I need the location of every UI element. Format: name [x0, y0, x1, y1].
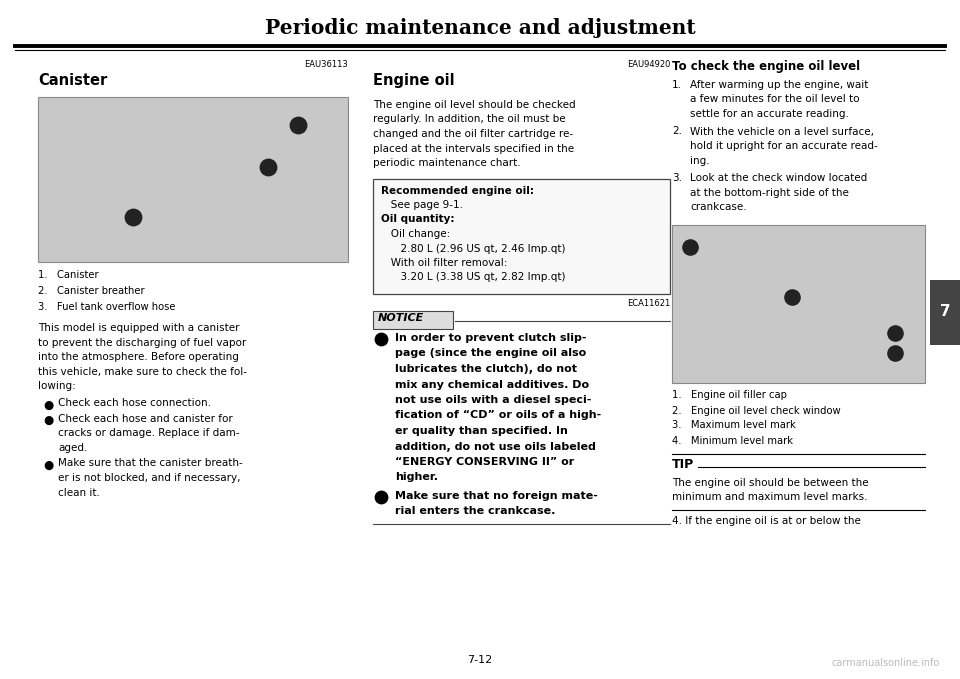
Text: cracks or damage. Replace if dam-: cracks or damage. Replace if dam-	[58, 428, 239, 439]
Text: 1.   Engine oil filler cap: 1. Engine oil filler cap	[672, 390, 787, 401]
Text: EAU36113: EAU36113	[304, 60, 348, 69]
Text: With oil filter removal:: With oil filter removal:	[381, 258, 508, 268]
Text: at the bottom-right side of the: at the bottom-right side of the	[690, 187, 849, 198]
Text: Canister: Canister	[38, 73, 108, 88]
Text: carmanualsonline.info: carmanualsonline.info	[831, 658, 940, 668]
Bar	[930, 280, 960, 345]
Text: placed at the intervals specified in the: placed at the intervals specified in the	[373, 143, 574, 153]
Point	[373, 333, 389, 344]
Text: 2: 2	[265, 162, 272, 172]
Text: settle for an accurate reading.: settle for an accurate reading.	[690, 109, 849, 119]
Text: NOTICE: NOTICE	[378, 313, 424, 323]
Text: With the vehicle on a level surface,: With the vehicle on a level surface,	[690, 126, 874, 136]
Point	[290, 120, 305, 130]
Text: 1.   Canister: 1. Canister	[38, 270, 99, 280]
Point	[126, 212, 141, 223]
Text: Oil change:: Oil change:	[381, 229, 450, 239]
Text: clean it.: clean it.	[58, 488, 100, 498]
Text: a few minutes for the oil level to: a few minutes for the oil level to	[690, 94, 859, 105]
Text: 2.   Engine oil level check window: 2. Engine oil level check window	[672, 405, 841, 416]
Text: 4. If the engine oil is at or below the: 4. If the engine oil is at or below the	[672, 517, 861, 526]
Text: addition, do not use oils labeled: addition, do not use oils labeled	[395, 441, 596, 452]
Text: ●: ●	[43, 414, 53, 427]
Text: lubricates the clutch), do not: lubricates the clutch), do not	[395, 364, 577, 374]
Text: “ENERGY CONSERVING II” or: “ENERGY CONSERVING II” or	[395, 457, 574, 467]
Text: 3.20 L (3.38 US qt, 2.82 Imp.qt): 3.20 L (3.38 US qt, 2.82 Imp.qt)	[381, 272, 565, 282]
Bar	[373, 311, 453, 329]
Point	[784, 291, 800, 302]
Text: 4: 4	[892, 348, 899, 358]
Text: lowing:: lowing:	[38, 381, 76, 391]
Text: 3: 3	[130, 212, 136, 222]
Text: regularly. In addition, the oil must be: regularly. In addition, the oil must be	[373, 115, 565, 124]
Text: periodic maintenance chart.: periodic maintenance chart.	[373, 158, 520, 168]
Text: 2.80 L (2.96 US qt, 2.46 Imp.qt): 2.80 L (2.96 US qt, 2.46 Imp.qt)	[381, 244, 565, 253]
Point	[683, 241, 698, 252]
Text: 1: 1	[686, 242, 693, 251]
Text: Periodic maintenance and adjustment: Periodic maintenance and adjustment	[265, 18, 695, 38]
Text: er quality than specified. In: er quality than specified. In	[395, 426, 568, 436]
Text: aged.: aged.	[58, 443, 87, 453]
Text: hold it upright for an accurate read-: hold it upright for an accurate read-	[690, 141, 877, 151]
Text: Make sure that no foreign mate-: Make sure that no foreign mate-	[395, 491, 598, 501]
Text: minimum and maximum level marks.: minimum and maximum level marks.	[672, 492, 868, 502]
Point	[887, 347, 902, 358]
Text: page (since the engine oil also: page (since the engine oil also	[395, 348, 587, 359]
Text: Engine oil: Engine oil	[373, 73, 455, 88]
Text: See page 9-1.: See page 9-1.	[381, 200, 463, 210]
Text: 4.   Minimum level mark: 4. Minimum level mark	[672, 435, 793, 445]
Text: The engine oil level should be checked: The engine oil level should be checked	[373, 100, 576, 110]
Text: mix any chemical additives. Do: mix any chemical additives. Do	[395, 380, 589, 390]
Bar	[373, 179, 670, 294]
Text: to prevent the discharging of fuel vapor: to prevent the discharging of fuel vapor	[38, 337, 247, 348]
Text: TIP: TIP	[672, 458, 694, 471]
Text: 2: 2	[788, 291, 796, 301]
Text: rial enters the crankcase.: rial enters the crankcase.	[395, 507, 556, 517]
Text: 3: 3	[892, 327, 899, 337]
Text: This model is equipped with a canister: This model is equipped with a canister	[38, 323, 239, 333]
Text: After warming up the engine, wait: After warming up the engine, wait	[690, 80, 869, 90]
Text: Recommended engine oil:: Recommended engine oil:	[381, 185, 534, 196]
Text: Check each hose and canister for: Check each hose and canister for	[58, 414, 232, 424]
Text: 2.: 2.	[672, 126, 682, 136]
Text: 7-12: 7-12	[468, 655, 492, 665]
Text: Check each hose connection.: Check each hose connection.	[58, 399, 211, 409]
Text: changed and the oil filter cartridge re-: changed and the oil filter cartridge re-	[373, 129, 573, 139]
Text: fication of “CD” or oils of a high-: fication of “CD” or oils of a high-	[395, 411, 601, 420]
Text: The engine oil should be between the: The engine oil should be between the	[672, 477, 869, 488]
Text: crankcase.: crankcase.	[690, 202, 747, 212]
Text: 1.: 1.	[672, 80, 682, 90]
Bar	[38, 97, 348, 262]
Text: er is not blocked, and if necessary,: er is not blocked, and if necessary,	[58, 473, 241, 483]
Text: 2.   Canister breather: 2. Canister breather	[38, 286, 145, 296]
Text: Make sure that the canister breath-: Make sure that the canister breath-	[58, 458, 243, 469]
Text: To check the engine oil level: To check the engine oil level	[672, 60, 860, 73]
Text: ECA11621: ECA11621	[627, 299, 670, 308]
Text: EAU94920: EAU94920	[627, 60, 670, 69]
Text: In order to prevent clutch slip-: In order to prevent clutch slip-	[395, 333, 587, 343]
Point	[260, 162, 276, 172]
Text: ●: ●	[43, 458, 53, 471]
Text: not use oils with a diesel speci-: not use oils with a diesel speci-	[395, 395, 591, 405]
Point	[887, 327, 902, 338]
Bar	[672, 225, 925, 382]
Text: 3.   Fuel tank overflow hose: 3. Fuel tank overflow hose	[38, 302, 176, 312]
Text: into the atmosphere. Before operating: into the atmosphere. Before operating	[38, 352, 239, 362]
Text: 1: 1	[295, 120, 301, 130]
Text: 3.   Maximum level mark: 3. Maximum level mark	[672, 420, 796, 430]
Text: higher.: higher.	[395, 473, 438, 483]
Point	[373, 492, 389, 502]
Text: this vehicle, make sure to check the fol-: this vehicle, make sure to check the fol…	[38, 367, 247, 376]
Text: Look at the check window located: Look at the check window located	[690, 173, 867, 183]
Text: Oil quantity:: Oil quantity:	[381, 215, 454, 225]
Text: ●: ●	[43, 399, 53, 411]
Text: ing.: ing.	[690, 155, 709, 166]
Text: 7: 7	[940, 304, 950, 320]
Text: 3.: 3.	[672, 173, 682, 183]
